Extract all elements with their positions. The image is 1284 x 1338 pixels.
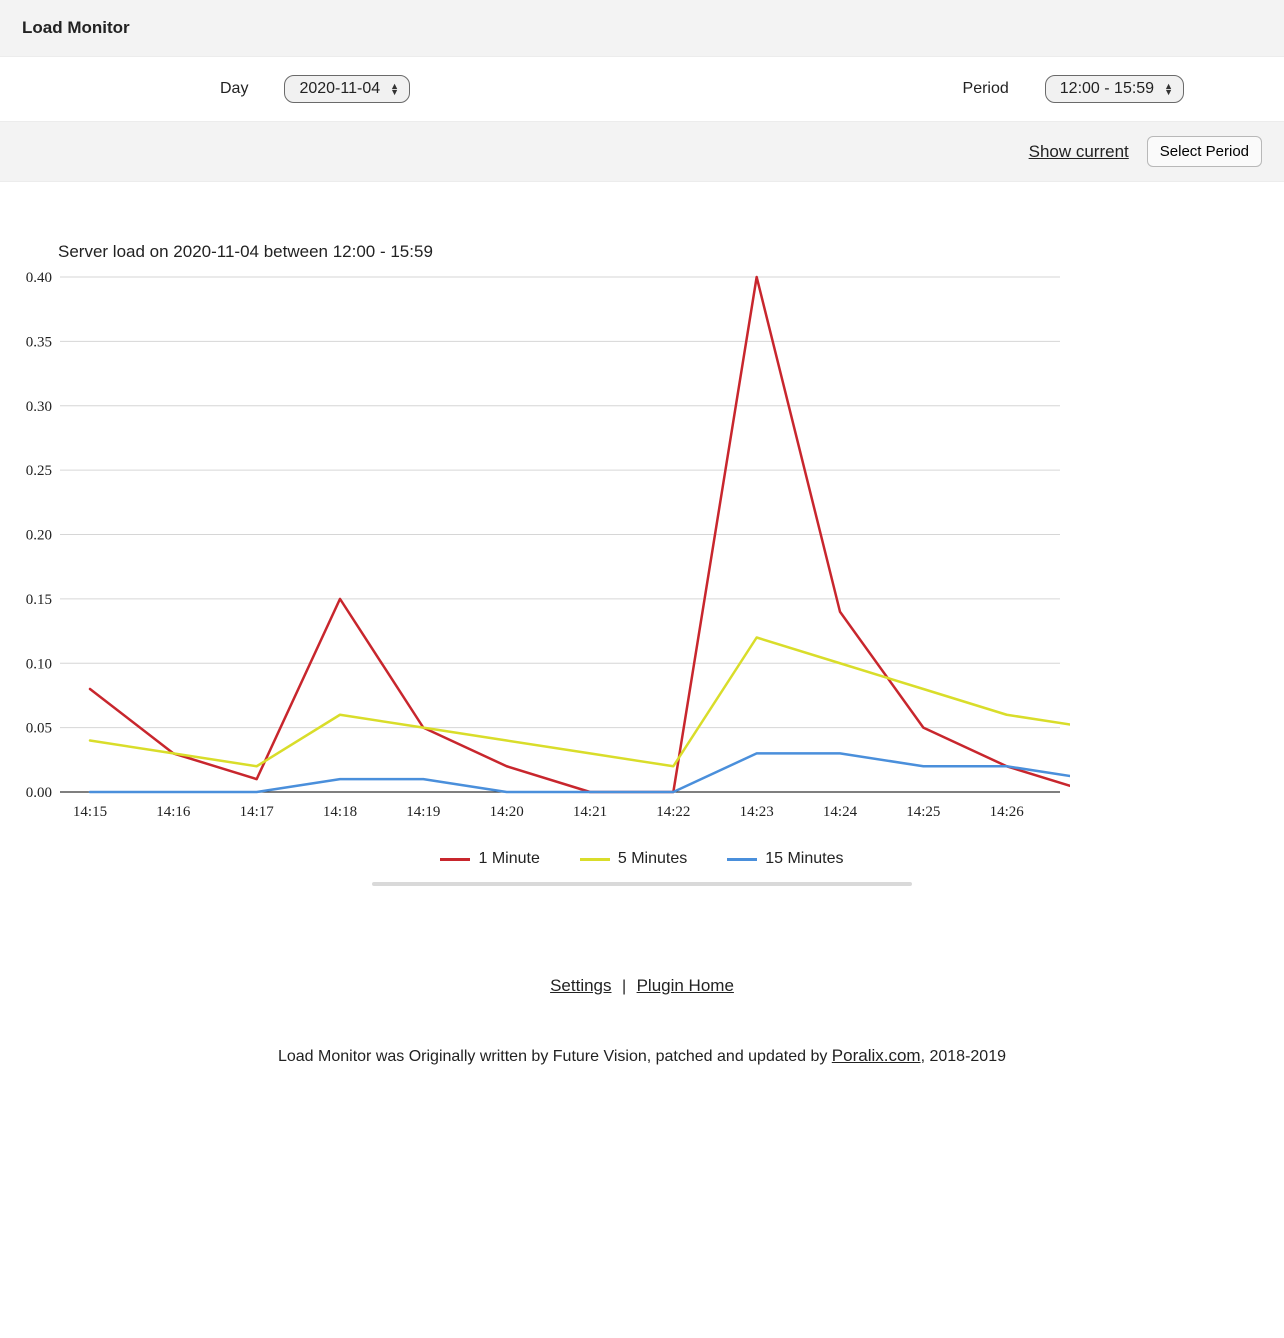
svg-text:14:25: 14:25 [906, 804, 940, 820]
controls-row: Day 2020-11-04 ▲▼ Period 12:00 - 15:59 ▲… [0, 57, 1284, 121]
day-label: Day [220, 80, 248, 98]
chart-scrollbar[interactable] [372, 882, 912, 886]
svg-text:0.35: 0.35 [26, 334, 52, 350]
legend-item[interactable]: 5 Minutes [580, 850, 687, 868]
period-select-value: 12:00 - 15:59 [1060, 80, 1154, 98]
legend-item[interactable]: 15 Minutes [727, 850, 843, 868]
page-title: Load Monitor [22, 18, 130, 37]
chart-legend: 1 Minute 5 Minutes 15 Minutes [10, 850, 1274, 868]
svg-text:14:20: 14:20 [490, 804, 524, 820]
chart-title: Server load on 2020-11-04 between 12:00 … [58, 242, 1274, 262]
action-bar: Show current Select Period [0, 121, 1284, 182]
footer-links: Settings | Plugin Home [0, 976, 1284, 996]
svg-text:0.10: 0.10 [26, 656, 52, 672]
svg-text:14:22: 14:22 [656, 804, 690, 820]
svg-text:14:17: 14:17 [240, 804, 275, 820]
settings-link[interactable]: Settings [550, 976, 611, 995]
legend-label: 1 Minute [478, 850, 539, 868]
svg-text:14:15: 14:15 [73, 804, 107, 820]
svg-text:0.15: 0.15 [26, 592, 52, 608]
legend-label: 15 Minutes [765, 850, 843, 868]
svg-text:14:24: 14:24 [823, 804, 858, 820]
updown-icon: ▲▼ [1164, 83, 1173, 95]
svg-text:0.30: 0.30 [26, 399, 52, 415]
svg-text:0.05: 0.05 [26, 721, 52, 737]
svg-text:0.40: 0.40 [26, 272, 52, 286]
credits-suffix: , 2018-2019 [921, 1048, 1006, 1065]
legend-item[interactable]: 1 Minute [440, 850, 539, 868]
svg-text:0.25: 0.25 [26, 463, 52, 479]
svg-text:14:23: 14:23 [740, 804, 774, 820]
svg-text:0.20: 0.20 [26, 528, 52, 544]
svg-text:14:21: 14:21 [573, 804, 607, 820]
line-chart: 0.00 0.05 0.10 0.15 0.20 0.25 0.30 0.35 0.40 14:1… [10, 272, 1070, 832]
day-select[interactable]: 2020-11-04 ▲▼ [284, 75, 410, 103]
chart-region: Server load on 2020-11-04 between 12:00 … [0, 182, 1284, 896]
legend-swatch [440, 858, 470, 861]
period-label: Period [963, 80, 1009, 98]
period-select[interactable]: 12:00 - 15:59 ▲▼ [1045, 75, 1184, 103]
credits-prefix: Load Monitor was Originally written by F… [278, 1048, 832, 1065]
select-period-button[interactable]: Select Period [1147, 136, 1262, 167]
svg-text:0.00: 0.00 [26, 785, 52, 801]
legend-swatch [727, 858, 757, 861]
footer: Settings | Plugin Home Load Monitor was … [0, 976, 1284, 1106]
chart-frame: 0.00 0.05 0.10 0.15 0.20 0.25 0.30 0.35 0.40 14:1… [10, 272, 1070, 832]
legend-swatch [580, 858, 610, 861]
footer-credits: Load Monitor was Originally written by F… [0, 1046, 1284, 1066]
svg-text:14:26: 14:26 [990, 804, 1025, 820]
show-current-link[interactable]: Show current [1029, 142, 1129, 162]
svg-text:14:19: 14:19 [406, 804, 440, 820]
legend-label: 5 Minutes [618, 850, 687, 868]
day-select-value: 2020-11-04 [299, 80, 380, 98]
footer-separator: | [622, 978, 626, 995]
svg-text:14:16: 14:16 [156, 804, 191, 820]
credits-link[interactable]: Poralix.com [832, 1046, 921, 1065]
updown-icon: ▲▼ [390, 83, 399, 95]
header-bar: Load Monitor [0, 0, 1284, 57]
plugin-home-link[interactable]: Plugin Home [637, 976, 734, 995]
svg-text:14:18: 14:18 [323, 804, 357, 820]
